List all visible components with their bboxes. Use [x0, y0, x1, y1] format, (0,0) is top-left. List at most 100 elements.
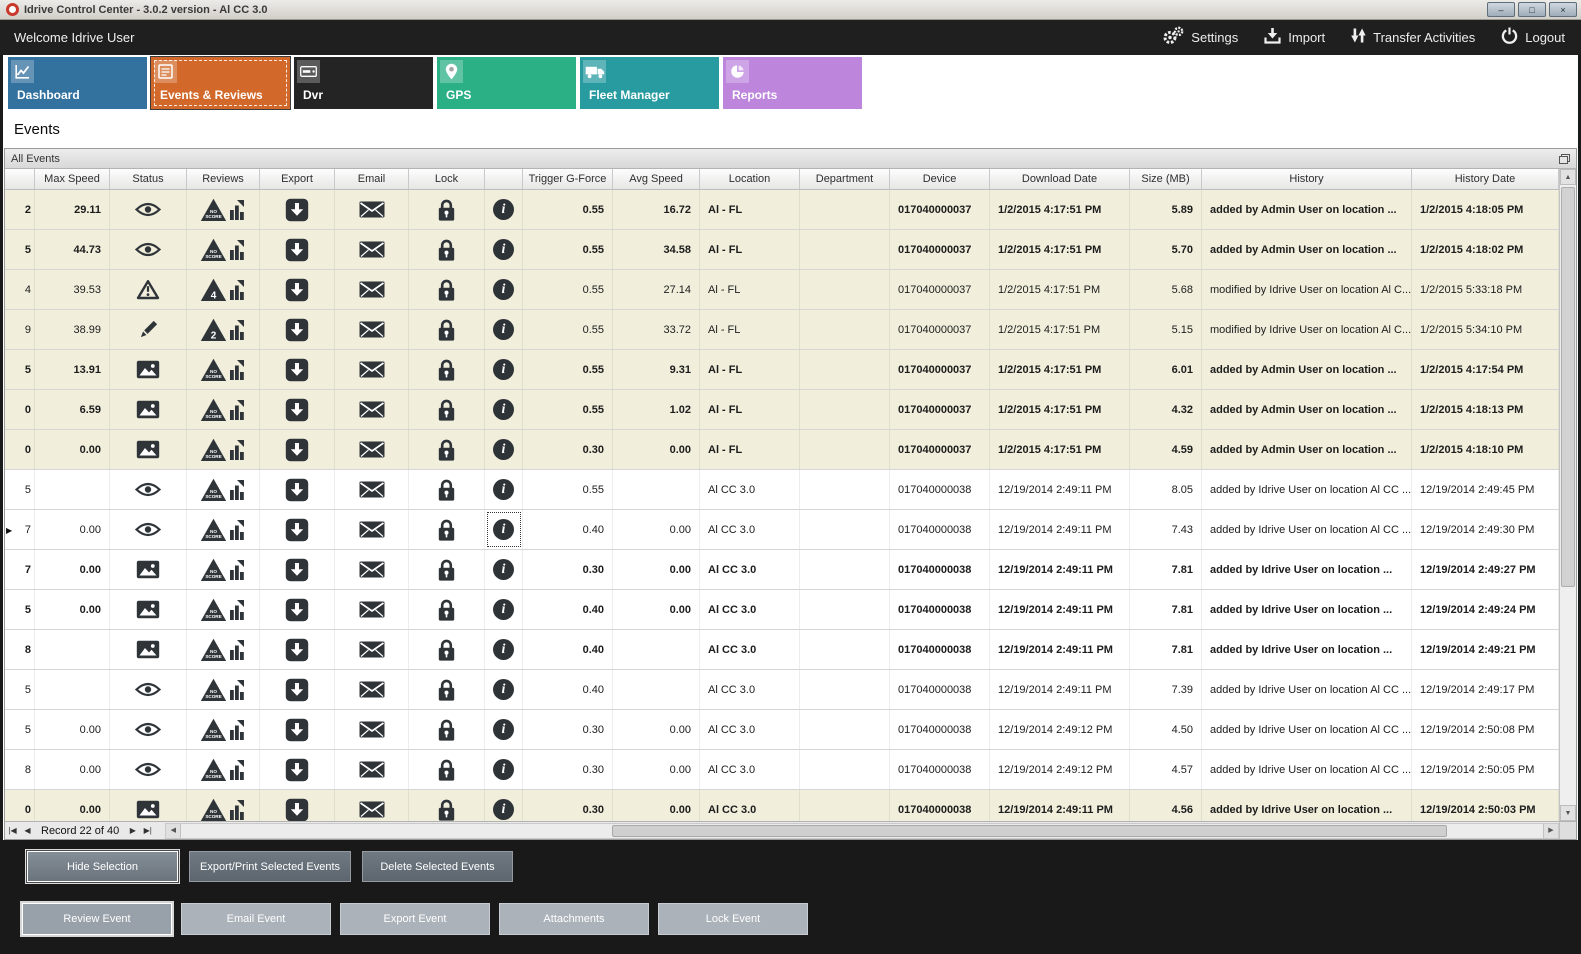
cell-info[interactable]	[485, 510, 523, 549]
cell-email[interactable]	[335, 190, 409, 229]
info-icon[interactable]	[493, 559, 514, 580]
attachments-button[interactable]: Attachments	[499, 903, 649, 935]
info-icon[interactable]	[493, 599, 514, 620]
cell-info[interactable]	[485, 310, 523, 349]
cell-reviews[interactable]: NO SCORE	[187, 590, 260, 629]
cell-info[interactable]	[485, 350, 523, 389]
cell-status[interactable]	[110, 670, 187, 709]
col-header-history[interactable]: History	[1202, 169, 1412, 189]
export-print-selected-events-button[interactable]: Export/Print Selected Events	[189, 851, 352, 882]
scroll-right-icon[interactable]: ▶	[1543, 823, 1558, 838]
vertical-scroll-thumb[interactable]	[1561, 187, 1575, 587]
cell-lock[interactable]	[409, 590, 485, 629]
cell-export[interactable]	[260, 430, 335, 469]
cell-status[interactable]	[110, 430, 187, 469]
cell-info[interactable]	[485, 470, 523, 509]
col-header-trigger-g-force[interactable]: Trigger G-Force	[523, 169, 613, 189]
cell-status[interactable]	[110, 790, 187, 821]
cell-info[interactable]	[485, 430, 523, 469]
cell-export[interactable]	[260, 750, 335, 789]
cell-status[interactable]	[110, 270, 187, 309]
col-header-info[interactable]	[485, 169, 523, 189]
maximize-button[interactable]: □	[1518, 2, 1546, 17]
cell-reviews[interactable]: NO SCORE	[187, 790, 260, 821]
col-header-email[interactable]: Email	[335, 169, 409, 189]
info-icon[interactable]	[493, 799, 514, 820]
cell-email[interactable]	[335, 390, 409, 429]
cell-export[interactable]	[260, 270, 335, 309]
scroll-up-icon[interactable]: ▲	[1560, 169, 1576, 185]
cell-lock[interactable]	[409, 190, 485, 229]
review-event-button[interactable]: Review Event	[22, 903, 172, 935]
cell-reviews[interactable]: NO SCORE	[187, 550, 260, 589]
col-header-avg-speed[interactable]: Avg Speed	[613, 169, 700, 189]
cell-lock[interactable]	[409, 710, 485, 749]
cell-reviews[interactable]: NOSCORE2	[187, 310, 260, 349]
cell-status[interactable]	[110, 350, 187, 389]
cell-status[interactable]	[110, 310, 187, 349]
col-header-device[interactable]: Device	[890, 169, 990, 189]
table-row[interactable]: ▶ 4 39.53 NOSCORE4 0.55 27.14 Al - FL 01…	[5, 270, 1559, 310]
logout-button[interactable]: Logout	[1501, 27, 1565, 49]
lock-event-button[interactable]: Lock Event	[658, 903, 808, 935]
cell-lock[interactable]	[409, 550, 485, 589]
col-header-status[interactable]: Status	[110, 169, 187, 189]
hide-selection-button[interactable]: Hide Selection	[26, 850, 179, 883]
cell-export[interactable]	[260, 670, 335, 709]
cell-export[interactable]	[260, 510, 335, 549]
last-record-button[interactable]: ▶|	[143, 826, 152, 835]
col-header-location[interactable]: Location	[700, 169, 800, 189]
cell-reviews[interactable]: NO SCORE	[187, 190, 260, 229]
cell-reviews[interactable]: NO SCORE	[187, 710, 260, 749]
vertical-scrollbar[interactable]: ▲ ▼	[1559, 169, 1576, 821]
cell-status[interactable]	[110, 190, 187, 229]
cell-reviews[interactable]: NO SCORE	[187, 670, 260, 709]
cell-lock[interactable]	[409, 390, 485, 429]
cell-export[interactable]	[260, 590, 335, 629]
cell-status[interactable]	[110, 470, 187, 509]
cell-email[interactable]	[335, 550, 409, 589]
col-header-export[interactable]: Export	[260, 169, 335, 189]
cell-reviews[interactable]: NO SCORE	[187, 510, 260, 549]
cell-email[interactable]	[335, 470, 409, 509]
transfer-activities-button[interactable]: Transfer Activities	[1351, 27, 1475, 49]
cell-lock[interactable]	[409, 350, 485, 389]
cell-email[interactable]	[335, 230, 409, 269]
cell-status[interactable]	[110, 590, 187, 629]
settings-button[interactable]: Settings	[1162, 26, 1238, 50]
cell-lock[interactable]	[409, 630, 485, 669]
cell-reviews[interactable]: NO SCORE	[187, 430, 260, 469]
info-icon[interactable]	[493, 719, 514, 740]
cell-lock[interactable]	[409, 470, 485, 509]
horizontal-scrollbar[interactable]: ◀ ▶	[165, 822, 1559, 839]
export-event-button[interactable]: Export Event	[340, 903, 490, 935]
tab-dvr[interactable]: Dvr	[294, 57, 433, 109]
cell-export[interactable]	[260, 470, 335, 509]
cell-info[interactable]	[485, 190, 523, 229]
cell-reviews[interactable]: NO SCORE	[187, 750, 260, 789]
cell-info[interactable]	[485, 270, 523, 309]
info-icon[interactable]	[493, 639, 514, 660]
info-icon[interactable]	[493, 439, 514, 460]
info-icon[interactable]	[493, 519, 514, 540]
minimize-button[interactable]: –	[1487, 2, 1515, 17]
scroll-down-icon[interactable]: ▼	[1560, 805, 1576, 821]
cell-status[interactable]	[110, 390, 187, 429]
cell-email[interactable]	[335, 270, 409, 309]
info-icon[interactable]	[493, 399, 514, 420]
cell-info[interactable]	[485, 630, 523, 669]
cell-email[interactable]	[335, 430, 409, 469]
cell-email[interactable]	[335, 510, 409, 549]
cell-email[interactable]	[335, 590, 409, 629]
cell-status[interactable]	[110, 510, 187, 549]
col-header-download-date[interactable]: Download Date	[990, 169, 1130, 189]
delete-selected-events-button[interactable]: Delete Selected Events	[362, 851, 514, 882]
cell-email[interactable]	[335, 350, 409, 389]
col-header-department[interactable]: Department	[800, 169, 890, 189]
horizontal-scroll-thumb[interactable]	[611, 824, 1447, 837]
